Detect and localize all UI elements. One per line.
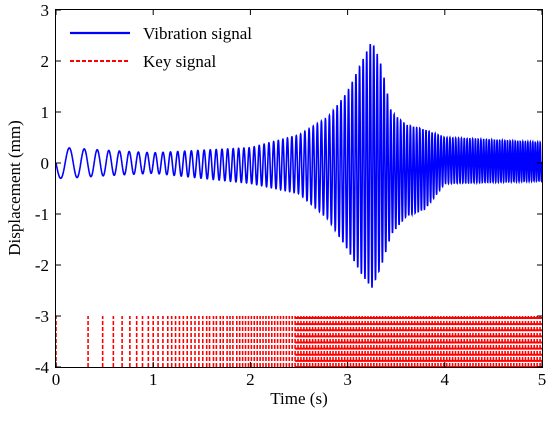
y-tick-labels: -4 -3 -2 -1 0 1 2 3 (35, 1, 50, 377)
legend: Vibration signal Key signal (70, 24, 252, 71)
vibration-signal-series (55, 43, 543, 288)
y-tick-label: 2 (41, 52, 50, 71)
x-tick-label: 3 (343, 370, 352, 389)
y-tick-label: -1 (35, 205, 49, 224)
y-tick-label: 0 (41, 154, 50, 173)
x-axis-label: Time (s) (270, 389, 327, 408)
y-tick-label: -2 (35, 256, 49, 275)
y-tick-label: 1 (41, 103, 50, 122)
legend-label-vibration: Vibration signal (143, 24, 252, 43)
x-tick-label: 1 (149, 370, 158, 389)
plot-frame (55, 9, 543, 368)
x-tick-label: 5 (538, 370, 547, 389)
x-tick-labels: 0 1 2 3 4 5 (52, 370, 547, 389)
y-axis-label: Displacement (mm) (5, 120, 24, 256)
legend-label-key: Key signal (143, 52, 216, 71)
y-tick-label: -4 (35, 358, 50, 377)
axis-ticks (55, 9, 543, 368)
y-tick-label: 3 (41, 1, 50, 20)
x-tick-label: 2 (246, 370, 255, 389)
vibration-signal-line (55, 43, 543, 288)
y-tick-label: -3 (35, 307, 49, 326)
x-tick-label: 4 (441, 370, 450, 389)
key-signal-series (55, 316, 542, 368)
x-tick-label: 0 (52, 370, 61, 389)
